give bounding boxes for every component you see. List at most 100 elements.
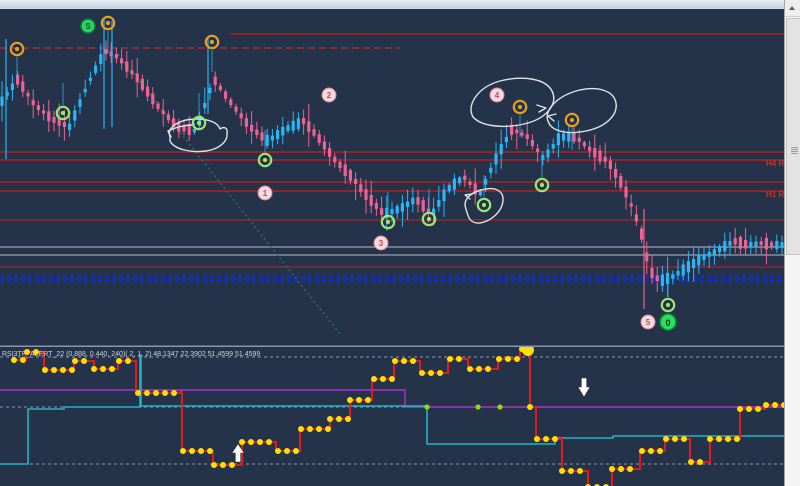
- indicator-dot: [125, 358, 131, 364]
- indicator-signal-dots: [11, 347, 784, 486]
- indicator-dot: [220, 462, 226, 468]
- indicator-dot: [327, 416, 333, 422]
- indicator-dot: [746, 406, 752, 412]
- indicator-dot: [543, 436, 549, 442]
- indicator-dot: [410, 358, 416, 364]
- vertical-scrollbar[interactable]: [784, 0, 800, 486]
- indicator-dot: [248, 439, 254, 445]
- indicator-dot: [229, 462, 235, 468]
- top-strip-inner: [0, 0, 784, 8]
- signal-marker-buy[interactable]: [660, 275, 676, 313]
- indicator-dot: [527, 404, 533, 410]
- signal-marker-buy[interactable]: [257, 130, 273, 168]
- numbered-marker[interactable]: 1: [257, 185, 273, 201]
- indicator-dot: [60, 367, 66, 373]
- indicator-slow-line: [0, 354, 784, 465]
- indicator-dot: [189, 448, 195, 454]
- level-label: H4 Re: [766, 159, 784, 168]
- signal-marker-buy[interactable]: [380, 192, 396, 230]
- signal-marker-sell[interactable]: [564, 112, 580, 150]
- numbered-marker-label: 2: [327, 91, 332, 100]
- signal-markers[interactable]: [9, 15, 676, 313]
- price-chart-svg[interactable]: S 0 2 1 3 4 5 H4 Re H1 Re: [0, 9, 784, 345]
- signal-marker-buy[interactable]: [476, 175, 492, 213]
- numbered-marker[interactable]: 2: [321, 87, 337, 103]
- indicator-dot: [389, 376, 395, 382]
- signal-marker-buy[interactable]: [191, 93, 207, 131]
- indicator-dot-green: [475, 404, 481, 410]
- indicator-dot: [207, 448, 213, 454]
- numbered-marker-label: 5: [646, 318, 651, 327]
- indicator-dot: [316, 426, 322, 432]
- signal-marker-buy[interactable]: [55, 83, 71, 121]
- indicator-dot: [663, 436, 669, 442]
- indicator-dot: [239, 439, 245, 445]
- indicator-dot-green: [497, 404, 503, 410]
- indicator-dot: [781, 402, 784, 408]
- indicator-dot: [559, 468, 565, 474]
- level-price-labels: H4 Re H1 Re: [766, 159, 784, 199]
- indicator-dot: [336, 416, 342, 422]
- indicator-dot: [116, 358, 122, 364]
- indicator-dot: [109, 366, 115, 372]
- indicator-dot: [51, 367, 57, 373]
- indicator-dot: [755, 406, 761, 412]
- scroll-up-arrow[interactable]: [785, 0, 800, 17]
- signal-marker-buy[interactable]: [534, 155, 550, 193]
- indicator-dot: [171, 390, 177, 396]
- indicator-level-lines: [0, 389, 784, 408]
- indicator-dot: [298, 426, 304, 432]
- indicator-dot: [275, 448, 281, 454]
- indicator-dot: [307, 426, 313, 432]
- indicator-dot: [100, 366, 106, 372]
- indicator-dot: [284, 448, 290, 454]
- indicator-dot: [697, 459, 703, 465]
- indicator-pane[interactable]: RSI3TF_ALERT_22 (0.888, 0.440, 240)( 2, …: [0, 346, 784, 486]
- level-label: H1 Re: [766, 190, 784, 199]
- indicator-dot: [648, 448, 654, 454]
- marker-zero[interactable]: 0: [659, 313, 677, 331]
- marker-s-label: S: [85, 22, 91, 31]
- signal-marker-buy[interactable]: [421, 189, 437, 227]
- numbered-marker-label: 3: [379, 239, 384, 248]
- scrollbar-thumb[interactable]: [786, 18, 800, 255]
- indicator-dot: [401, 358, 407, 364]
- indicator-svg[interactable]: RSI3TF_ALERT_22 (0.888, 0.440, 240)( 2, …: [0, 347, 784, 486]
- indicator-dot: [763, 402, 769, 408]
- numbered-marker[interactable]: 3: [373, 235, 389, 251]
- indicator-dot: [514, 356, 520, 362]
- indicator-gridlines: [0, 356, 784, 465]
- scrollbar-grip-icon: [791, 147, 798, 155]
- indicator-dot: [42, 367, 48, 373]
- indicator-dot: [266, 439, 272, 445]
- signal-marker-sell[interactable]: [512, 99, 528, 137]
- numbered-markers[interactable]: 2 1 3 4 5: [257, 87, 656, 330]
- indicator-dot: [568, 468, 574, 474]
- signal-marker-sell[interactable]: [100, 15, 116, 53]
- indicator-dot: [496, 356, 502, 362]
- indicator-dot: [534, 436, 540, 442]
- price-chart-pane[interactable]: S 0 2 1 3 4 5 H4 Re H1 Re: [0, 9, 784, 346]
- indicator-dot: [476, 366, 482, 372]
- indicator-dot: [657, 448, 663, 454]
- indicator-dot-green: [424, 404, 430, 410]
- indicator-dot: [91, 366, 97, 372]
- numbered-marker[interactable]: 5: [640, 314, 656, 330]
- signal-marker-sell[interactable]: [204, 34, 220, 72]
- indicator-dot: [20, 357, 26, 363]
- indicator-dot: [672, 436, 678, 442]
- indicator-dot: [716, 436, 722, 442]
- indicator-signal-line: [14, 348, 784, 486]
- indicator-dot: [505, 356, 511, 362]
- numbered-marker[interactable]: 4: [489, 87, 505, 103]
- indicator-dot: [356, 397, 362, 403]
- indicator-dot: [609, 466, 615, 472]
- indicator-dot: [162, 390, 168, 396]
- indicator-dot: [437, 370, 443, 376]
- indicator-dot: [639, 448, 645, 454]
- indicator-dot: [552, 436, 558, 442]
- indicator-dot: [81, 358, 87, 364]
- signal-marker-sell[interactable]: [9, 41, 25, 79]
- marker-sell-top[interactable]: S: [80, 18, 96, 34]
